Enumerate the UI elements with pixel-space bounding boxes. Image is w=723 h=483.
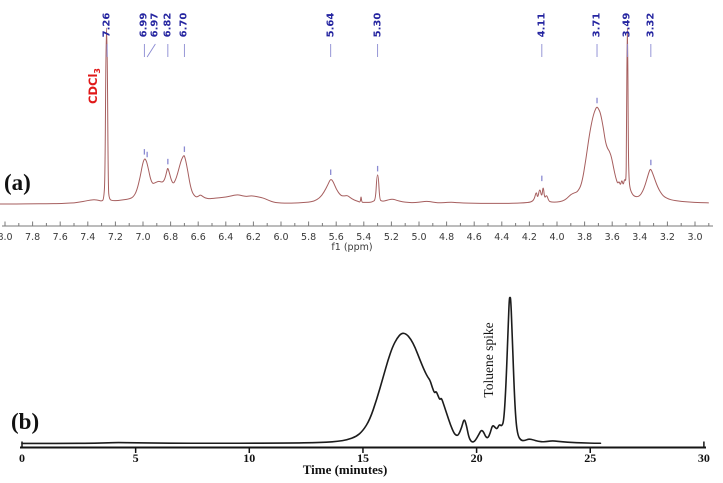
nmr-axis-tick-label: 3.4	[632, 232, 647, 243]
nmr-axis-tick-label: 6.0	[273, 232, 288, 243]
nmr-spectrum-group: f1 (ppm) 8.0 7.8 7.6 7.4 7.2 7.0 6.8 6.6 6.4 6.2 6…	[0, 27, 713, 253]
nmr-peak-label: 5.64	[325, 12, 337, 38]
nmr-axis-tick-label: 5.6	[329, 232, 344, 243]
nmr-axis-tick-label: 4.4	[494, 232, 509, 243]
nmr-axis-tick-label: 8.0	[0, 232, 13, 243]
nmr-axis-tick-label: 7.4	[80, 232, 95, 243]
cdcl3-solvent-label: CDCl3	[86, 68, 102, 104]
gpc-axis-tick-label: 25	[584, 451, 596, 465]
nmr-peak-label: 6.82	[162, 12, 174, 38]
gpc-axis-tick-label: 0	[19, 451, 25, 465]
toluene-spike-annotation: Toluene spike	[481, 322, 496, 398]
nmr-x-axis-title: f1 (ppm)	[331, 242, 372, 253]
nmr-axis-tick-label: 7.0	[135, 232, 150, 243]
nmr-axis-tick-label: 7.2	[108, 232, 123, 243]
nmr-axis-tick-label: 6.8	[163, 232, 178, 243]
panel-b-label: (b)	[11, 409, 40, 434]
nmr-trace	[0, 27, 709, 205]
nmr-peak-label: 6.97	[149, 12, 161, 38]
gpc-axis-tick-label: 20	[471, 451, 483, 465]
nmr-axis-tick-label: 5.0	[411, 232, 426, 243]
nmr-axis-tick-label: 4.0	[549, 232, 564, 243]
nmr-axis-tick-label: 5.2	[384, 232, 399, 243]
panel-a-label: (a)	[4, 170, 31, 195]
gpc-axis-tick-label: 5	[133, 451, 139, 465]
nmr-peak-label: 5.30	[372, 12, 384, 38]
nmr-axis-tick-label: 6.6	[191, 232, 206, 243]
gpc-axis-tick-label: 30	[698, 451, 710, 465]
nmr-peak-label: 3.32	[645, 12, 657, 38]
nmr-axis-tick-label: 3.6	[605, 232, 620, 243]
gpc-chromatogram-group: Time (minutes) 0 5 10 15 20 25 30	[19, 296, 710, 477]
cdcl3-solvent-label-text: CDCl	[85, 73, 100, 104]
nmr-axis-tick-label: 5.8	[301, 232, 316, 243]
gpc-axis-tick-label: 15	[357, 451, 369, 465]
nmr-axis-tick-label: 3.0	[687, 232, 702, 243]
nmr-axis-tick-label: 4.2	[522, 232, 537, 243]
nmr-axis-tick-label: 6.4	[218, 232, 233, 243]
nmr-axis-tick-label: 4.8	[439, 232, 454, 243]
nmr-axis-tick-label: 3.8	[577, 232, 592, 243]
nmr-axis-tick-label: 4.6	[467, 232, 482, 243]
nmr-peak-connector	[146, 43, 156, 58]
nmr-peak-label: 3.71	[591, 12, 603, 38]
nmr-peak-label: 6.70	[178, 12, 190, 38]
nmr-axis-tick-label: 5.4	[356, 232, 371, 243]
gpc-axis-tick-label: 10	[243, 451, 255, 465]
gpc-trace	[21, 296, 602, 445]
nmr-peak-label: 4.11	[536, 12, 548, 38]
nmr-axis-tick-label: 6.2	[246, 232, 261, 243]
nmr-axis-tick-label: 3.2	[660, 232, 675, 243]
gpc-x-axis-title: Time (minutes)	[303, 462, 388, 477]
cdcl3-solvent-label-subscript: 3	[93, 68, 103, 74]
nmr-peak-label: 7.26	[101, 12, 113, 38]
nmr-peak-label: 3.49	[621, 12, 633, 38]
nmr-axis-tick-label: 7.8	[25, 232, 40, 243]
nmr-axis-tick-label: 7.6	[53, 232, 68, 243]
nmr-peak-label: 6.99	[138, 12, 150, 38]
